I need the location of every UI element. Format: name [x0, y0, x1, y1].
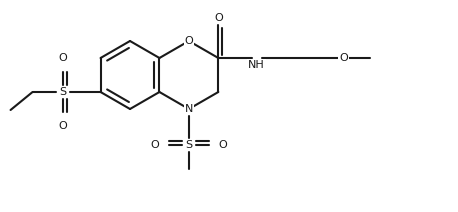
Text: N: N: [185, 104, 193, 114]
Text: S: S: [185, 140, 192, 150]
Text: NH: NH: [248, 60, 265, 70]
Text: O: O: [339, 53, 348, 63]
Text: O: O: [58, 121, 67, 131]
Text: O: O: [185, 36, 193, 46]
Text: O: O: [151, 140, 159, 150]
Text: O: O: [58, 53, 67, 63]
Text: S: S: [59, 87, 66, 97]
Text: O: O: [218, 140, 227, 150]
Text: O: O: [214, 13, 223, 23]
